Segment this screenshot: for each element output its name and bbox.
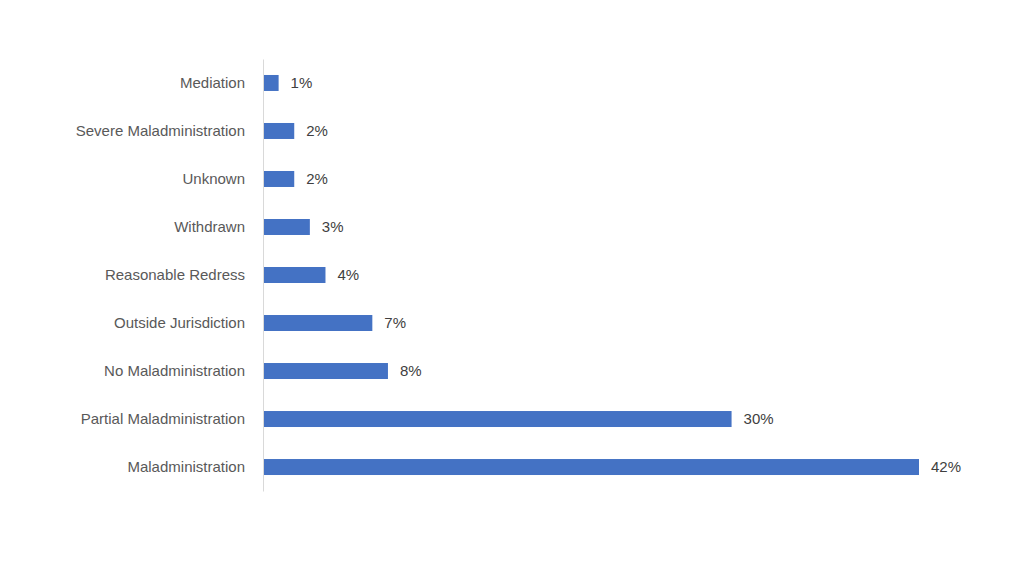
data-label: 4% <box>337 266 359 283</box>
data-label: 2% <box>306 122 328 139</box>
tick: Severe Maladministration <box>76 122 263 139</box>
tick: Outside Jurisdiction <box>114 314 263 331</box>
tick-label: Partial Maladministration <box>81 410 245 427</box>
bar <box>263 75 279 91</box>
tick: Reasonable Redress <box>105 266 263 283</box>
tick: Mediation <box>180 74 263 91</box>
tick: No Maladministration <box>104 362 263 379</box>
bar <box>263 171 294 187</box>
bar <box>263 459 919 475</box>
bar <box>263 123 294 139</box>
bar <box>263 411 732 427</box>
tick: Partial Maladministration <box>81 410 263 427</box>
data-label: 42% <box>931 458 961 475</box>
tick-label: Withdrawn <box>174 218 245 235</box>
data-label: 8% <box>400 362 422 379</box>
data-label: 30% <box>744 410 774 427</box>
tick-label: Mediation <box>180 74 245 91</box>
data-label: 2% <box>306 170 328 187</box>
tick-label: Unknown <box>182 170 245 187</box>
bar <box>263 267 325 283</box>
bar <box>263 315 372 331</box>
tick-label: No Maladministration <box>104 362 245 379</box>
data-label: 1% <box>291 74 313 91</box>
bars <box>263 75 919 475</box>
tick: Unknown <box>182 170 263 187</box>
tick-label: Maladministration <box>127 458 245 475</box>
bar <box>263 219 310 235</box>
chart: Mediation Severe Maladministration Unknown… <box>0 0 1024 576</box>
tick-label: Outside Jurisdiction <box>114 314 245 331</box>
tick-label: Severe Maladministration <box>76 122 245 139</box>
tick-label: Reasonable Redress <box>105 266 245 283</box>
plot: Mediation Severe Maladministration Unknown… <box>76 60 961 492</box>
tick: Withdrawn <box>174 218 263 235</box>
axis-line <box>263 60 264 492</box>
data-label: 3% <box>322 218 344 235</box>
y-axis: Mediation Severe Maladministration Unknown… <box>76 60 264 492</box>
tick: Maladministration <box>127 458 263 475</box>
data-label: 7% <box>384 314 406 331</box>
data-labels: 1% 2% 2% 3% 4% 7% 8% 30% 42% <box>291 74 961 475</box>
bar <box>263 363 388 379</box>
